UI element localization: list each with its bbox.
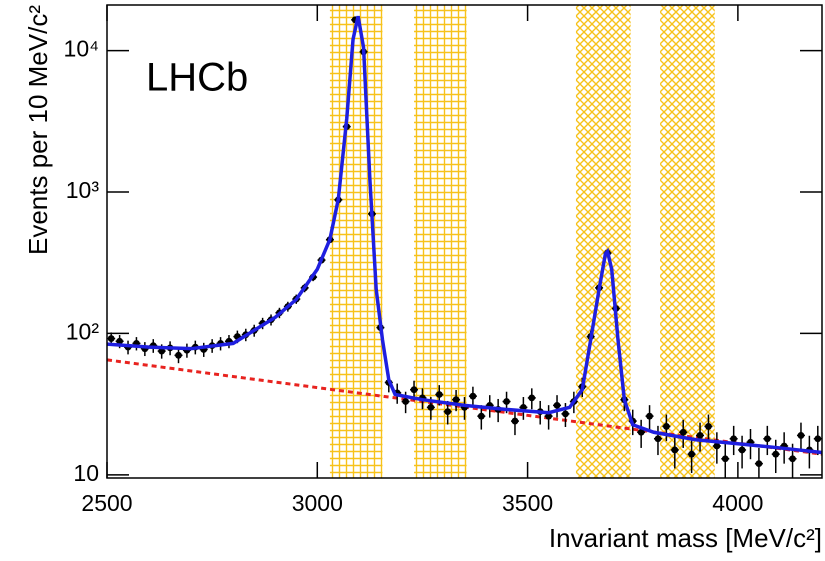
data-point (402, 398, 410, 405)
data-point (427, 403, 435, 411)
data-point (688, 450, 696, 458)
data-point (528, 394, 536, 402)
data-point (721, 455, 729, 463)
y-tick-label: 10⁴ (64, 36, 99, 62)
data-point (772, 450, 780, 458)
data-point (435, 391, 443, 398)
data-point (545, 412, 553, 420)
data-point (637, 428, 645, 436)
data-point (503, 398, 510, 405)
data-point (789, 455, 796, 463)
data-point (175, 351, 182, 359)
data-point (107, 335, 115, 342)
data-point (730, 435, 738, 443)
x-tick-label: 3000 (292, 490, 343, 516)
data-point (469, 392, 477, 400)
y-tick-label: 10 (73, 460, 99, 486)
x-tick-label: 3500 (502, 490, 553, 516)
data-point (671, 446, 679, 454)
hatched-region (575, 5, 631, 478)
data-point (444, 408, 452, 416)
x-tick-label: 2500 (81, 490, 132, 516)
data-point (452, 396, 460, 404)
data-point (511, 417, 519, 425)
y-tick-label: 10² (66, 319, 100, 345)
data-point (562, 410, 569, 418)
data-point (477, 412, 485, 420)
y-tick-label: 10³ (66, 177, 100, 203)
data-point (553, 401, 561, 409)
annotation: LHCb (146, 56, 248, 100)
data-point (705, 423, 712, 430)
fit-curve (107, 15, 822, 455)
data-point (654, 435, 662, 443)
data-point (755, 460, 763, 468)
hatched-region (660, 5, 715, 478)
x-axis-label: Invariant mass [MeV/c²] (549, 523, 822, 553)
data-point (797, 432, 805, 439)
x-tick-label: 4000 (712, 490, 763, 516)
data-point (696, 432, 704, 439)
plot-area (107, 15, 822, 478)
data-point (410, 386, 418, 394)
data-point (713, 442, 721, 450)
data-point (679, 428, 687, 436)
data-point (662, 423, 670, 430)
regions (329, 5, 715, 478)
data-point (116, 337, 124, 345)
data-point (814, 435, 822, 443)
frame (106, 4, 823, 479)
data-point (763, 435, 771, 443)
axes: 2500 3000 3500 4000 10 10² 10³ 10⁴ (64, 5, 822, 516)
data-point (646, 412, 653, 420)
y-axis-label: Events per 10 MeV/c² (23, 5, 53, 255)
data-point (738, 446, 746, 454)
